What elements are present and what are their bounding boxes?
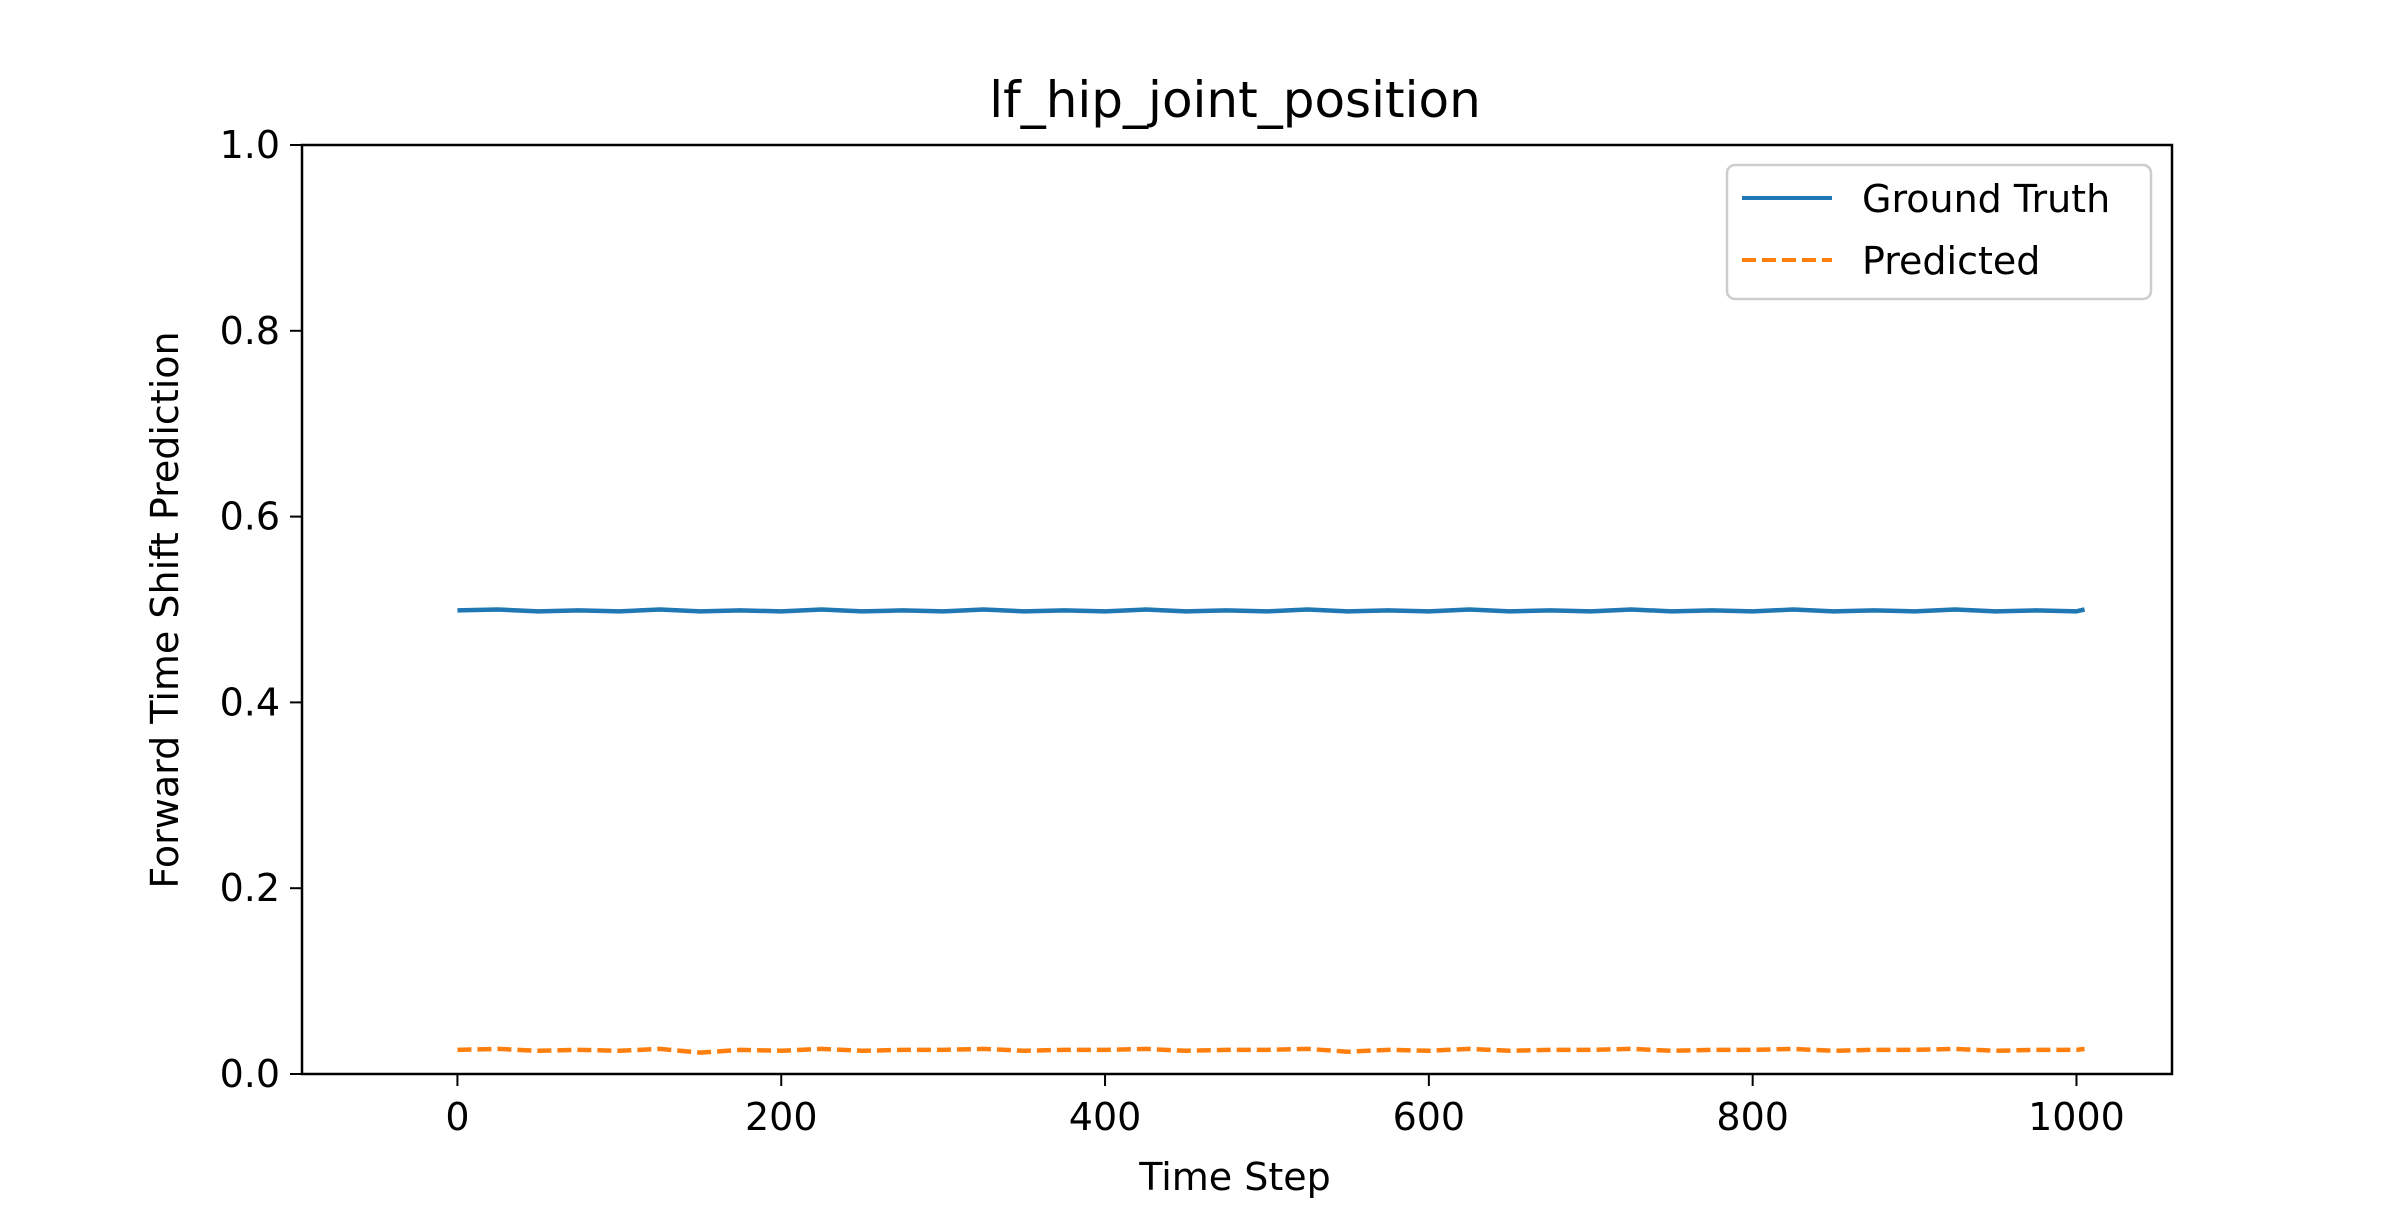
y-tick-label: 0.4 — [220, 680, 280, 724]
x-tick-label: 800 — [1716, 1095, 1789, 1139]
plot-frame — [300, 143, 2174, 1076]
x-axis-label: Time Step — [1138, 1155, 1331, 1199]
y-axis: 0.0 0.2 0.4 0.6 0.8 1.0 — [220, 123, 302, 1096]
x-tick-label: 0 — [445, 1095, 469, 1139]
x-tick-label: 200 — [745, 1095, 818, 1139]
plot-series — [457, 607, 2086, 1055]
x-tick-label: 400 — [1069, 1095, 1142, 1139]
x-tick-label: 600 — [1393, 1095, 1466, 1139]
legend: Ground Truth Predicted — [1725, 163, 2153, 301]
y-tick-label: 0.2 — [220, 866, 280, 910]
chart-title: lf_hip_joint_position — [989, 71, 1481, 129]
y-tick-label: 1.0 — [220, 123, 280, 167]
legend-label-predicted: Predicted — [1862, 239, 2040, 283]
series-line-predicted — [457, 1046, 2085, 1055]
legend-label-ground-truth: Ground Truth — [1862, 177, 2110, 221]
y-axis-label: Forward Time Shift Prediction — [143, 331, 187, 888]
y-tick-label: 0.8 — [220, 309, 280, 353]
x-tick-label: 1000 — [2028, 1095, 2125, 1139]
series-line-ground-truth — [457, 607, 2086, 614]
legend-box — [1725, 163, 2153, 301]
y-tick-label: 0.6 — [220, 495, 280, 539]
x-axis: 0 200 400 600 800 1000 — [445, 1074, 2125, 1139]
y-tick-label: 0.0 — [220, 1052, 280, 1096]
